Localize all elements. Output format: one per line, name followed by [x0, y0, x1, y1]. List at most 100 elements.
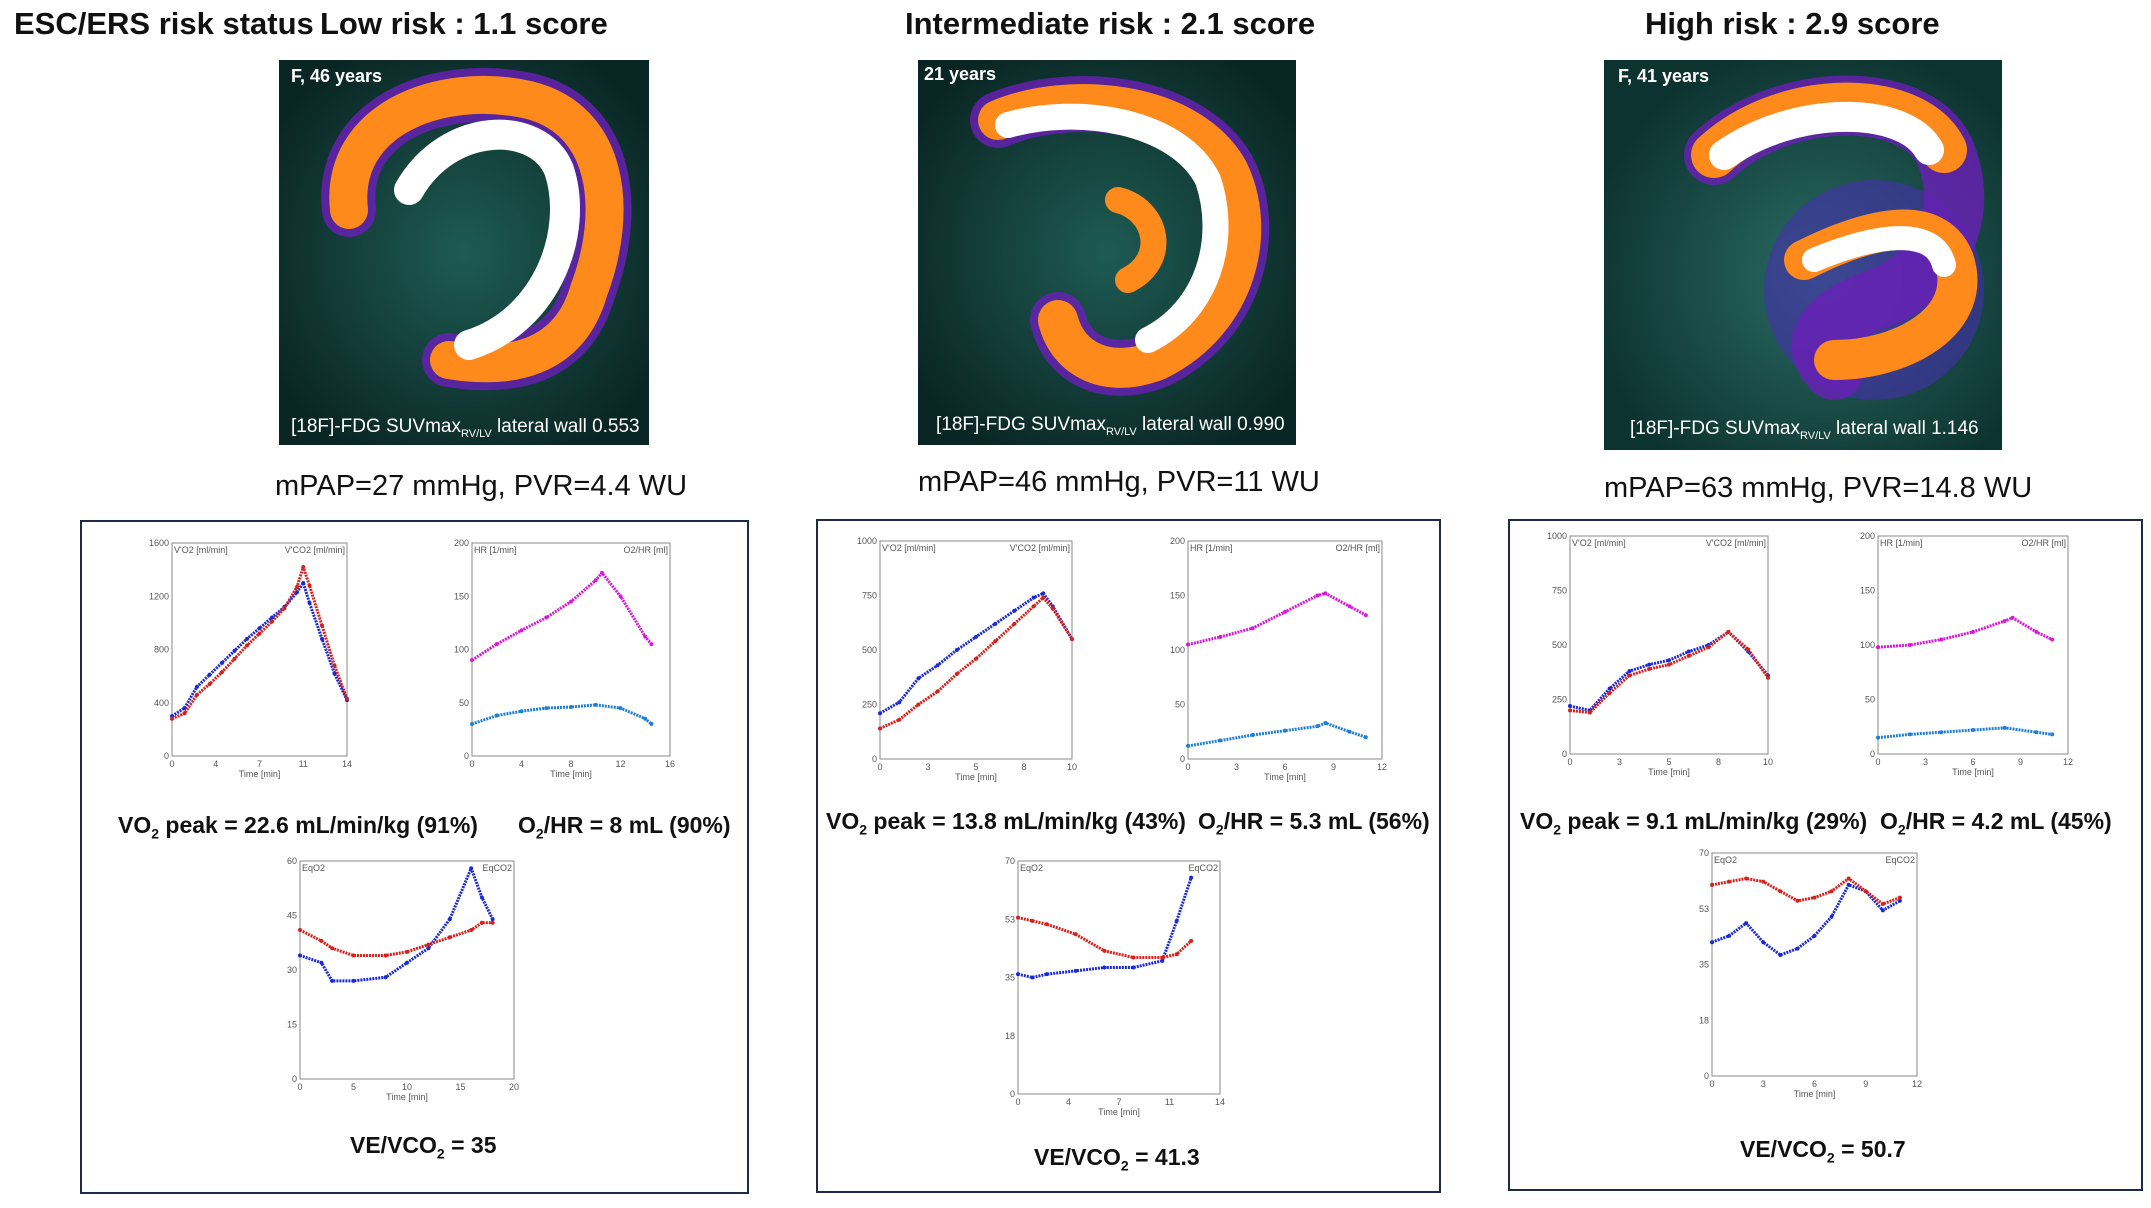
data-point [1041, 595, 1046, 600]
y-tick-label: 150 [1860, 586, 1875, 596]
pet-image-low: F, 46 years [18F]-FDG SUVmaxRV/LV latera… [279, 60, 649, 445]
data-point [519, 709, 524, 714]
plot-frame [1877, 535, 2069, 755]
high-risk-title: High risk : 2.9 score [1645, 6, 1940, 41]
y-tick-label: 1600 [149, 538, 169, 548]
data-point [1607, 690, 1612, 695]
y-tick-label: 18 [1005, 1031, 1015, 1041]
vo2-peak-low: VO2 peak = 22.6 mL/min/kg (91%) [118, 812, 478, 842]
y-tick-label: 150 [454, 591, 469, 601]
series-line [1877, 726, 2053, 740]
data-point [649, 722, 654, 727]
cpet-panel-intermediate [816, 519, 1441, 1193]
data-point [220, 670, 224, 675]
data-point [301, 580, 306, 585]
chart-svg: 00 4 400 7 800 11 1200 14 1600 Time [min] V'O2 [ml… [149, 538, 352, 779]
x-tick-label: 10 [402, 1082, 412, 1092]
y-tick-label: 250 [1552, 695, 1567, 705]
y-axis-label-right: O2/HR [ml] [623, 545, 668, 555]
x-tick-label: 7 [257, 759, 262, 769]
data-point [282, 606, 287, 611]
pet-heart-graphic [918, 60, 1296, 445]
data-point [330, 946, 335, 951]
y-axis-label: EqO2 [302, 863, 325, 873]
data-point [544, 615, 549, 620]
data-point [330, 978, 335, 983]
data-point [1044, 972, 1049, 977]
x-tick-label: 10 [1067, 762, 1077, 772]
ve-vco2-low: VE/VCO2 = 35 [350, 1132, 497, 1162]
data-point [1897, 895, 1902, 900]
data-point [1766, 675, 1770, 680]
y-tick-label: 0 [164, 751, 169, 761]
y-tick-label: 1200 [149, 591, 169, 601]
data-point [345, 696, 349, 701]
x-tick-label: 12 [615, 759, 625, 769]
data-point [1189, 875, 1194, 880]
plot-frame [879, 540, 1073, 760]
data-point [1686, 653, 1691, 658]
data-point [490, 920, 495, 925]
data-point [1829, 914, 1834, 919]
data-point [1744, 876, 1749, 881]
data-point [1102, 948, 1107, 953]
series-line [171, 581, 349, 718]
data-point [470, 658, 474, 663]
data-point [469, 928, 474, 933]
y-axis-label-right: V'CO2 [ml/min] [285, 545, 345, 555]
data-point [1710, 882, 1714, 887]
series-line [879, 596, 1074, 730]
x-tick-label: 6 [1970, 757, 1975, 767]
x-tick-label: 9 [1331, 762, 1336, 772]
y-axis-label-right: EqCO2 [1188, 863, 1218, 873]
data-point [1607, 686, 1612, 691]
data-point [1012, 621, 1017, 626]
data-point [332, 671, 337, 676]
x-tick-label: 12 [1912, 1079, 1922, 1089]
x-tick-label: 0 [877, 762, 882, 772]
data-point [643, 634, 648, 639]
data-point [245, 636, 249, 641]
data-point [220, 660, 224, 665]
data-point [1044, 922, 1049, 927]
x-tick-label: 0 [169, 759, 174, 769]
x-tick-label: 3 [1234, 762, 1239, 772]
data-point [298, 953, 302, 958]
data-point [2034, 730, 2039, 735]
series-line [299, 921, 493, 957]
y-tick-label: 0 [1010, 1089, 1015, 1099]
data-point [383, 975, 388, 980]
data-point [1627, 673, 1632, 678]
x-axis-label: Time [min] [1648, 767, 1690, 777]
data-point [1189, 938, 1194, 943]
chart-svg: 00 3 50 6 100 9 150 12 200 Time [min] HR [1/min] O2… [1860, 531, 2073, 777]
data-point [2002, 725, 2007, 730]
data-point [1876, 735, 1880, 740]
x-tick-label: 4 [519, 759, 524, 769]
y-tick-label: 800 [154, 645, 169, 655]
data-point [1647, 662, 1652, 667]
data-point [935, 689, 940, 694]
ve-vco2-high: VE/VCO2 = 50.7 [1740, 1136, 1906, 1166]
x-tick-label: 5 [351, 1082, 356, 1092]
data-point [935, 663, 940, 668]
x-tick-label: 4 [213, 759, 218, 769]
data-point [2002, 619, 2007, 624]
data-point [1568, 708, 1572, 713]
chart-vo2-intermediate: 0 0 3 250 5 500 8 750 10 1000 Time [min] V'O2 [ml/m… [857, 533, 1090, 783]
risk-status-label: ESC/ERS risk status [14, 6, 314, 41]
data-point [319, 960, 324, 965]
data-point [1971, 629, 1975, 634]
y-tick-label: 200 [1170, 536, 1185, 546]
y-tick-label: 0 [464, 751, 469, 761]
data-point [426, 942, 431, 947]
data-point [1363, 735, 1368, 740]
pet-heart-graphic [1604, 60, 2002, 450]
x-tick-label: 9 [2018, 757, 2023, 767]
pet-patient-label: F, 41 years [1618, 66, 1710, 86]
y-tick-label: 200 [454, 538, 469, 548]
chart-svg: 00 4 18 7 35 11 53 14 70 Time [min] EqO2 EqCO2 [1005, 856, 1225, 1117]
data-point [1363, 613, 1368, 618]
data-point [447, 935, 452, 940]
x-tick-label: 4 [1066, 1097, 1071, 1107]
